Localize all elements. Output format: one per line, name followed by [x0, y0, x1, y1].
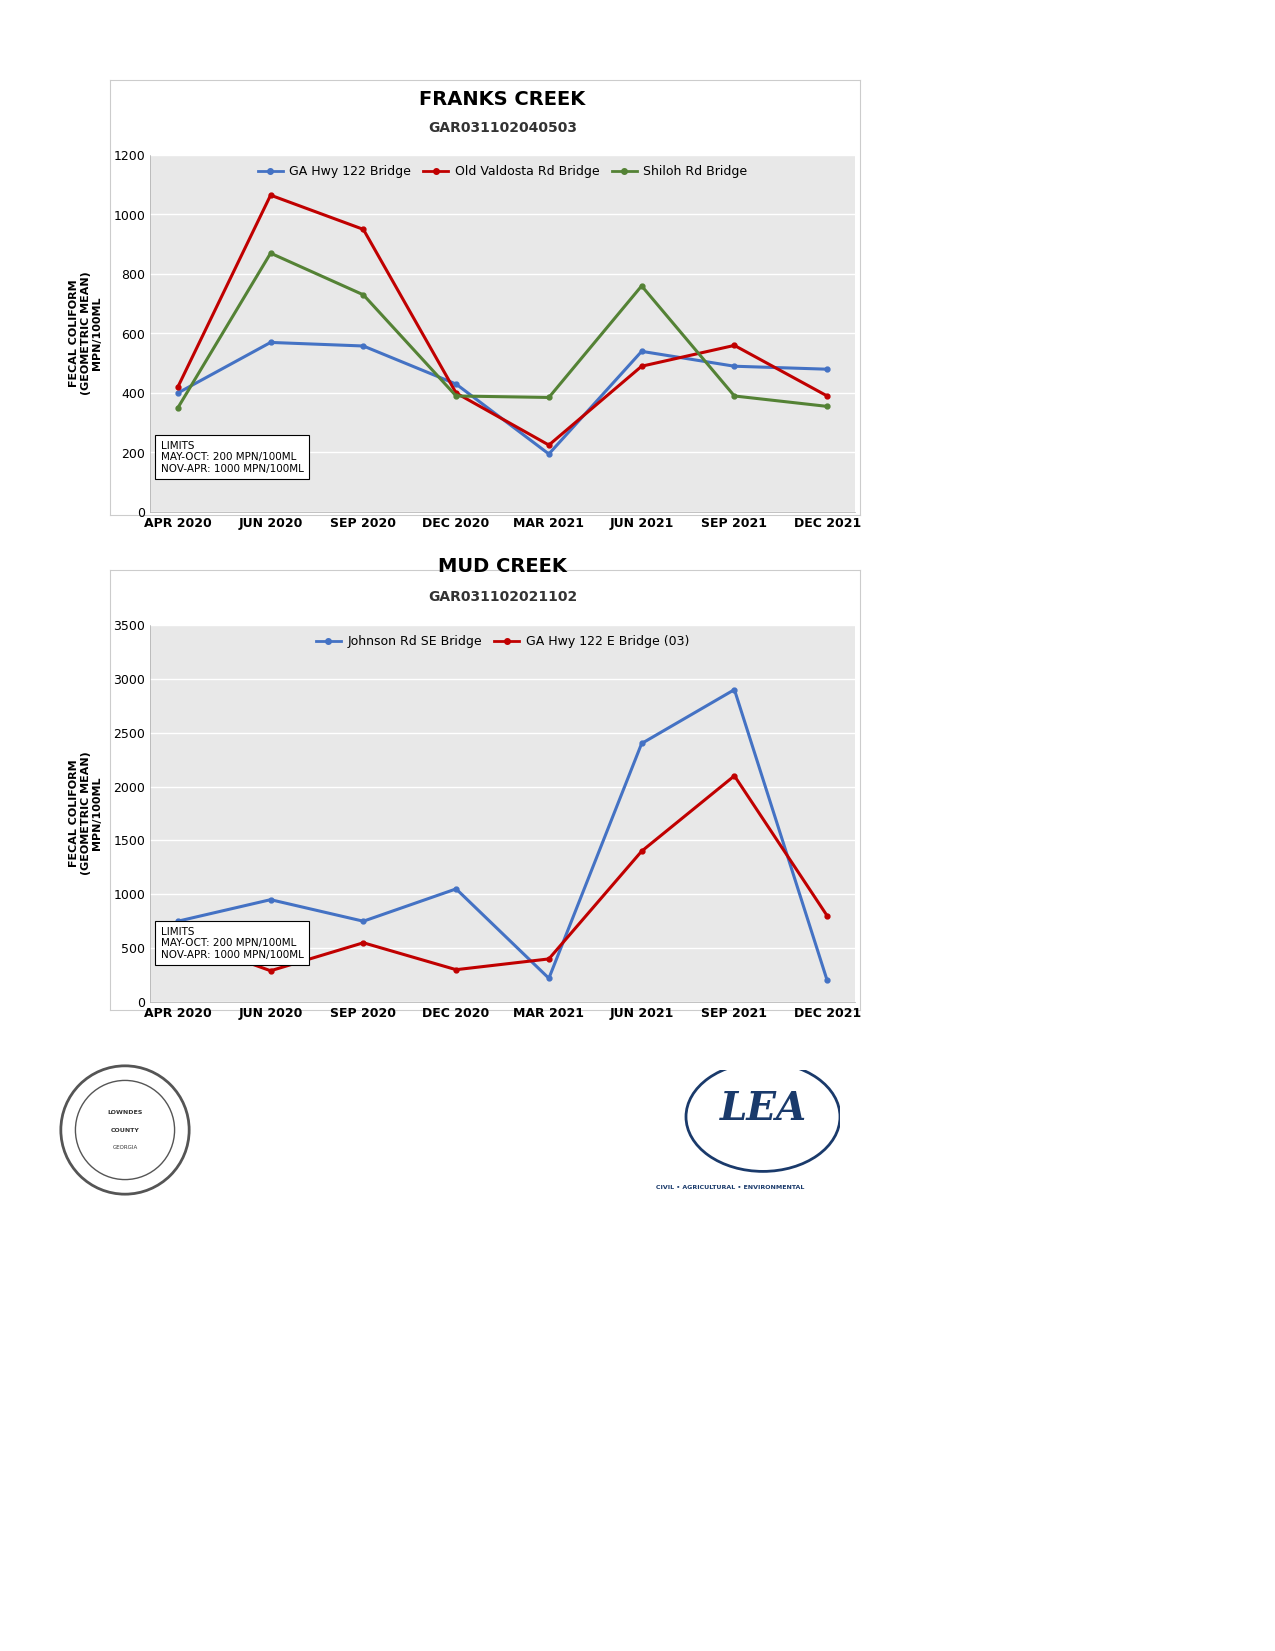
Text: GAR031102021102: GAR031102021102 — [428, 591, 578, 604]
GA Hwy 122 E Bridge (03) — [449, 959, 464, 979]
Shiloh Rd Bridge — [727, 386, 742, 406]
Shiloh Rd Bridge — [820, 396, 835, 416]
Y-axis label: FECAL COLIFORM
(GEOMETRIC MEAN)
MPN/100ML: FECAL COLIFORM (GEOMETRIC MEAN) MPN/100M… — [69, 272, 102, 395]
Old Valdosta Rd Bridge — [263, 185, 278, 205]
Ellipse shape — [686, 1062, 840, 1172]
GA Hwy 122 Bridge — [727, 357, 742, 376]
Y-axis label: FECAL COLIFORM
(GEOMETRIC MEAN)
MPN/100ML: FECAL COLIFORM (GEOMETRIC MEAN) MPN/100M… — [69, 751, 102, 875]
Old Valdosta Rd Bridge — [634, 357, 649, 376]
Shiloh Rd Bridge — [634, 276, 649, 296]
Line: GA Hwy 122 Bridge: GA Hwy 122 Bridge — [176, 340, 830, 456]
Old Valdosta Rd Bridge — [356, 220, 371, 239]
Text: GAR031102040503: GAR031102040503 — [428, 122, 578, 135]
Text: GEORGIA: GEORGIA — [112, 1146, 138, 1151]
Legend: GA Hwy 122 Bridge, Old Valdosta Rd Bridge, Shiloh Rd Bridge: GA Hwy 122 Bridge, Old Valdosta Rd Bridg… — [254, 162, 751, 182]
GA Hwy 122 Bridge — [356, 337, 371, 357]
Johnson Rd SE Bridge — [263, 890, 278, 910]
Johnson Rd SE Bridge — [356, 911, 371, 931]
Old Valdosta Rd Bridge — [541, 436, 556, 456]
Shiloh Rd Bridge — [449, 386, 464, 406]
GA Hwy 122 Bridge — [170, 383, 185, 403]
Old Valdosta Rd Bridge — [170, 376, 185, 396]
GA Hwy 122 E Bridge (03) — [263, 961, 278, 981]
Johnson Rd SE Bridge — [449, 878, 464, 898]
GA Hwy 122 Bridge — [449, 375, 464, 395]
Text: LOWNDES: LOWNDES — [107, 1109, 143, 1114]
Line: Johnson Rd SE Bridge: Johnson Rd SE Bridge — [176, 687, 830, 982]
Text: CIVIL • AGRICULTURAL • ENVIRONMENTAL: CIVIL • AGRICULTURAL • ENVIRONMENTAL — [655, 1184, 805, 1189]
GA Hwy 122 Bridge — [541, 444, 556, 464]
Shiloh Rd Bridge — [170, 398, 185, 418]
Shiloh Rd Bridge — [356, 286, 371, 305]
Johnson Rd SE Bridge — [727, 680, 742, 700]
Line: Shiloh Rd Bridge: Shiloh Rd Bridge — [176, 251, 830, 411]
Old Valdosta Rd Bridge — [727, 335, 742, 355]
Johnson Rd SE Bridge — [634, 733, 649, 753]
Johnson Rd SE Bridge — [170, 911, 185, 931]
Line: Old Valdosta Rd Bridge: Old Valdosta Rd Bridge — [176, 193, 830, 447]
Legend: Johnson Rd SE Bridge, GA Hwy 122 E Bridge (03): Johnson Rd SE Bridge, GA Hwy 122 E Bridg… — [312, 631, 692, 652]
GA Hwy 122 Bridge — [634, 342, 649, 362]
GA Hwy 122 E Bridge (03) — [541, 949, 556, 969]
Johnson Rd SE Bridge — [541, 969, 556, 989]
GA Hwy 122 Bridge — [263, 332, 278, 352]
Johnson Rd SE Bridge — [820, 971, 835, 991]
Text: LIMITS
MAY-OCT: 200 MPN/100ML
NOV-APR: 1000 MPN/100ML: LIMITS MAY-OCT: 200 MPN/100ML NOV-APR: 1… — [161, 926, 303, 959]
GA Hwy 122 E Bridge (03) — [820, 906, 835, 926]
GA Hwy 122 Bridge — [820, 360, 835, 380]
Old Valdosta Rd Bridge — [820, 386, 835, 406]
Text: COUNTY: COUNTY — [111, 1128, 139, 1133]
Old Valdosta Rd Bridge — [449, 383, 464, 403]
GA Hwy 122 E Bridge (03) — [170, 928, 185, 948]
Text: FRANKS CREEK: FRANKS CREEK — [419, 89, 585, 109]
Text: MUD CREEK: MUD CREEK — [439, 556, 567, 576]
GA Hwy 122 E Bridge (03) — [356, 933, 371, 953]
Text: LIMITS
MAY-OCT: 200 MPN/100ML
NOV-APR: 1000 MPN/100ML: LIMITS MAY-OCT: 200 MPN/100ML NOV-APR: 1… — [161, 441, 303, 474]
GA Hwy 122 E Bridge (03) — [727, 766, 742, 786]
Line: GA Hwy 122 E Bridge (03): GA Hwy 122 E Bridge (03) — [176, 773, 830, 972]
Shiloh Rd Bridge — [541, 388, 556, 408]
Shiloh Rd Bridge — [263, 243, 278, 263]
Text: LEA: LEA — [719, 1090, 807, 1128]
GA Hwy 122 E Bridge (03) — [634, 842, 649, 862]
